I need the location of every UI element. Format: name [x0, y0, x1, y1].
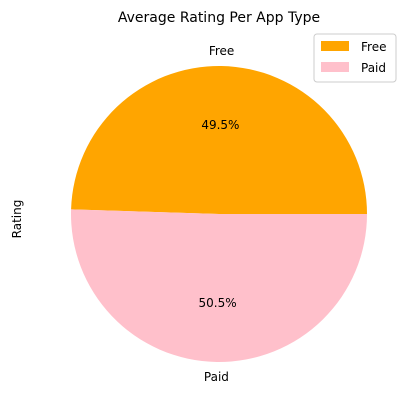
percent-labels: 49.5% 50.5% [199, 118, 240, 310]
chart-title: Average Rating Per App Type [118, 10, 320, 26]
slice-label-free: Free [209, 44, 234, 58]
legend-swatch-free [321, 41, 349, 51]
percent-label-paid: 50.5% [199, 296, 237, 310]
pie-slices [71, 65, 368, 362]
y-axis-label: Rating [10, 200, 24, 239]
pie-slice-free [71, 65, 367, 214]
slice-label-paid: Paid [204, 370, 229, 384]
legend-swatch-paid [321, 62, 349, 72]
percent-label-free: 49.5% [201, 118, 239, 132]
slice-labels: Free Paid [204, 44, 234, 384]
legend: Free Paid [313, 33, 397, 83]
legend-label-free: Free [361, 40, 386, 54]
legend-label-paid: Paid [361, 61, 386, 75]
pie-slice-paid [71, 209, 368, 362]
